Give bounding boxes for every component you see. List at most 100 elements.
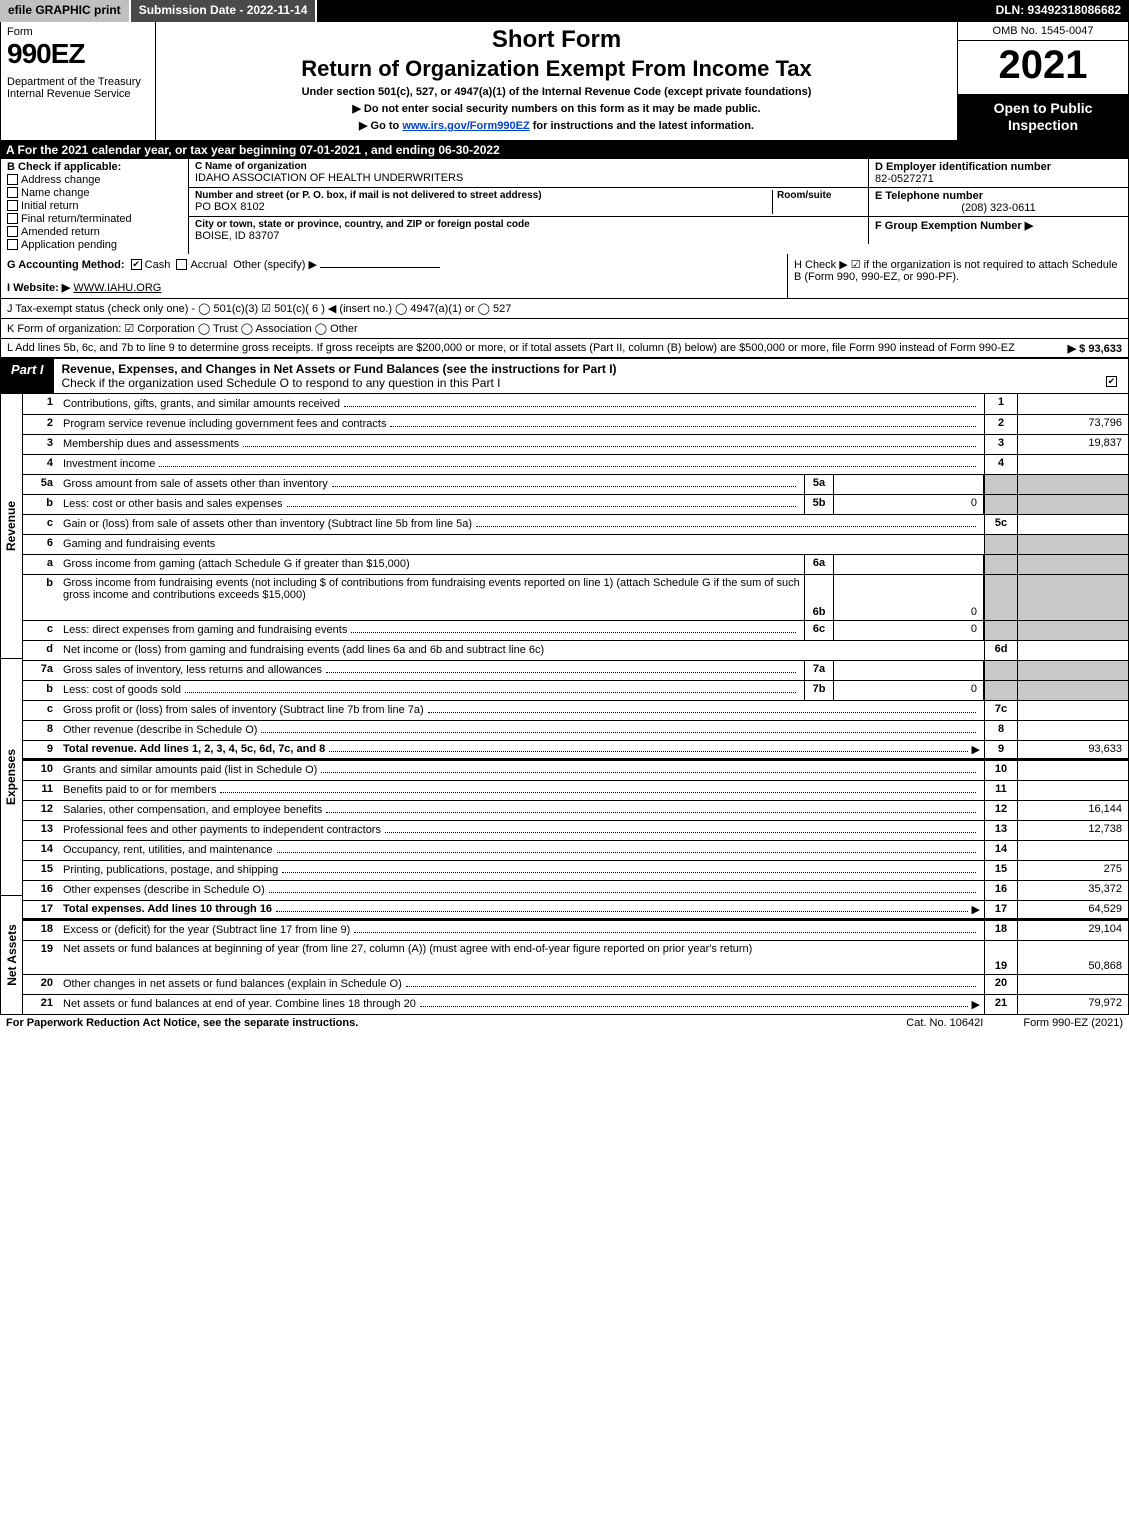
row-gh: G Accounting Method: ✔Cash Accrual Other… — [0, 254, 1129, 299]
line-14: 14Occupancy, rent, utilities, and mainte… — [23, 840, 1128, 860]
topbar-spacer — [317, 0, 987, 22]
other-specify: Other (specify) ▶ — [233, 259, 317, 271]
i-label: I Website: ▶ — [7, 282, 70, 294]
line-16: 16Other expenses (describe in Schedule O… — [23, 880, 1128, 900]
title-short-form: Short Form — [166, 26, 947, 54]
line-2: 2Program service revenue including gover… — [23, 414, 1128, 434]
accounting-method: G Accounting Method: ✔Cash Accrual Other… — [1, 254, 788, 298]
row-k-form-of-org: K Form of organization: ☑ Corporation ◯ … — [0, 319, 1129, 339]
tax-year: 2021 — [958, 41, 1128, 94]
cb-application-pending[interactable]: Application pending — [7, 239, 182, 251]
line-11: 11Benefits paid to or for members11 — [23, 780, 1128, 800]
cat-no: Cat. No. 10642I — [866, 1017, 1023, 1029]
room-label: Room/suite — [777, 190, 862, 201]
goto-post: for instructions and the latest informat… — [530, 120, 754, 132]
line-17: 17Total expenses. Add lines 10 through 1… — [23, 900, 1128, 920]
form-code: 990EZ — [7, 38, 149, 70]
irs-link[interactable]: www.irs.gov/Form990EZ — [402, 120, 529, 132]
cb-cash[interactable]: ✔ — [131, 259, 142, 270]
part1-title: Revenue, Expenses, and Changes in Net As… — [54, 359, 1128, 393]
arrow-icon: ▶ — [972, 903, 980, 916]
col-b-checkboxes: B Check if applicable: Address change Na… — [1, 159, 189, 254]
cb-name-change[interactable]: Name change — [7, 187, 182, 199]
arrow-icon: ▶ — [972, 998, 980, 1011]
subtitle-section: Under section 501(c), 527, or 4947(a)(1)… — [166, 86, 947, 98]
city-value: BOISE, ID 83707 — [195, 230, 862, 242]
header-right: OMB No. 1545-0047 2021 Open to Public In… — [958, 22, 1128, 140]
arrow-icon: ▶ — [972, 743, 980, 756]
part1-tag: Part I — [1, 359, 54, 393]
street-cell: Number and street (or P. O. box, if mail… — [189, 188, 868, 216]
line-6a: aGross income from gaming (attach Schedu… — [23, 554, 1128, 574]
line-12: 12Salaries, other compensation, and empl… — [23, 800, 1128, 820]
form-header: Form 990EZ Department of the Treasury In… — [0, 22, 1129, 141]
open-to-public-badge: Open to Public Inspection — [958, 94, 1128, 140]
efile-print-label[interactable]: efile GRAPHIC print — [0, 0, 131, 22]
part1-subtitle: Check if the organization used Schedule … — [62, 376, 501, 390]
cb-accrual[interactable] — [176, 259, 187, 270]
phone-cell: E Telephone number (208) 323-0611 — [868, 188, 1128, 216]
ein-cell: D Employer identification number 82-0527… — [868, 159, 1128, 187]
row-h-schedule-b: H Check ▶ ☑ if the organization is not r… — [788, 254, 1128, 298]
subtitle-ssn-warning: ▶ Do not enter social security numbers o… — [166, 102, 947, 115]
title-return: Return of Organization Exempt From Incom… — [166, 56, 947, 82]
col-cde: C Name of organization IDAHO ASSOCIATION… — [189, 159, 1128, 254]
cb-initial-return[interactable]: Initial return — [7, 200, 182, 212]
line-7b: bLess: cost of goods sold7b0 — [23, 680, 1128, 700]
phone-value: (208) 323-0611 — [875, 202, 1122, 214]
row-l-text: L Add lines 5b, 6c, and 7b to line 9 to … — [7, 342, 1015, 354]
line-15: 15Printing, publications, postage, and s… — [23, 860, 1128, 880]
line-5a: 5aGross amount from sale of assets other… — [23, 474, 1128, 494]
line-13: 13Professional fees and other payments t… — [23, 820, 1128, 840]
line-8: 8Other revenue (describe in Schedule O)8 — [23, 720, 1128, 740]
street-value: PO BOX 8102 — [195, 201, 772, 213]
ein-value: 82-0527271 — [875, 173, 1122, 185]
row-a-tax-year: A For the 2021 calendar year, or tax yea… — [0, 141, 1129, 159]
rot-revenue: Revenue — [1, 394, 23, 659]
line-10: 10Grants and similar amounts paid (list … — [23, 760, 1128, 780]
dln-label: DLN: 93492318086682 — [988, 0, 1129, 22]
page-footer: For Paperwork Reduction Act Notice, see … — [0, 1015, 1129, 1031]
street-label: Number and street (or P. O. box, if mail… — [195, 190, 772, 201]
line-4: 4Investment income4 — [23, 454, 1128, 474]
line-5c: cGain or (loss) from sale of assets othe… — [23, 514, 1128, 534]
dept-label: Department of the Treasury Internal Reve… — [7, 76, 149, 100]
cb-final-return[interactable]: Final return/terminated — [7, 213, 182, 225]
cb-address-change[interactable]: Address change — [7, 174, 182, 186]
org-name-value: IDAHO ASSOCIATION OF HEALTH UNDERWRITERS — [195, 172, 862, 184]
cb-amended-return[interactable]: Amended return — [7, 226, 182, 238]
line-6d: dNet income or (loss) from gaming and fu… — [23, 640, 1128, 660]
top-bar: efile GRAPHIC print Submission Date - 20… — [0, 0, 1129, 22]
line-20: 20Other changes in net assets or fund ba… — [23, 974, 1128, 994]
line-6: 6Gaming and fundraising events — [23, 534, 1128, 554]
row-l-amount: ▶ $ 93,633 — [1068, 342, 1122, 355]
line-18: 18Excess or (deficit) for the year (Subt… — [23, 920, 1128, 940]
website-value[interactable]: WWW.IAHU.ORG — [73, 282, 161, 294]
line-6b: bGross income from fundraising events (n… — [23, 574, 1128, 620]
submission-date-label: Submission Date - 2022-11-14 — [131, 0, 318, 22]
line-5b: bLess: cost or other basis and sales exp… — [23, 494, 1128, 514]
ein-label: D Employer identification number — [875, 161, 1122, 173]
org-name-cell: C Name of organization IDAHO ASSOCIATION… — [189, 159, 868, 187]
part1-header: Part I Revenue, Expenses, and Changes in… — [0, 358, 1129, 394]
rot-net-assets: Net Assets — [1, 895, 23, 1014]
line-9: 9Total revenue. Add lines 1, 2, 3, 4, 5c… — [23, 740, 1128, 760]
rot-expenses: Expenses — [1, 658, 23, 894]
form-word: Form — [7, 26, 149, 38]
header-center: Short Form Return of Organization Exempt… — [156, 22, 958, 140]
group-exemption-label: F Group Exemption Number ▶ — [875, 220, 1033, 232]
line-1: 1Contributions, gifts, grants, and simil… — [23, 394, 1128, 414]
org-name-label: C Name of organization — [195, 161, 862, 172]
part1-grid: Revenue Expenses Net Assets 1Contributio… — [0, 394, 1129, 1015]
group-exemption-cell: F Group Exemption Number ▶ — [868, 217, 1128, 244]
line-19: 19Net assets or fund balances at beginni… — [23, 940, 1128, 974]
line-6c: cLess: direct expenses from gaming and f… — [23, 620, 1128, 640]
phone-label: E Telephone number — [875, 190, 1122, 202]
omb-number: OMB No. 1545-0047 — [958, 22, 1128, 41]
line-7a: 7aGross sales of inventory, less returns… — [23, 660, 1128, 680]
cb-schedule-o[interactable]: ✔ — [1106, 376, 1117, 387]
line-7c: cGross profit or (loss) from sales of in… — [23, 700, 1128, 720]
row-l-gross-receipts: L Add lines 5b, 6c, and 7b to line 9 to … — [0, 339, 1129, 358]
goto-pre: ▶ Go to — [359, 120, 402, 132]
subtitle-goto: ▶ Go to www.irs.gov/Form990EZ for instru… — [166, 119, 947, 132]
